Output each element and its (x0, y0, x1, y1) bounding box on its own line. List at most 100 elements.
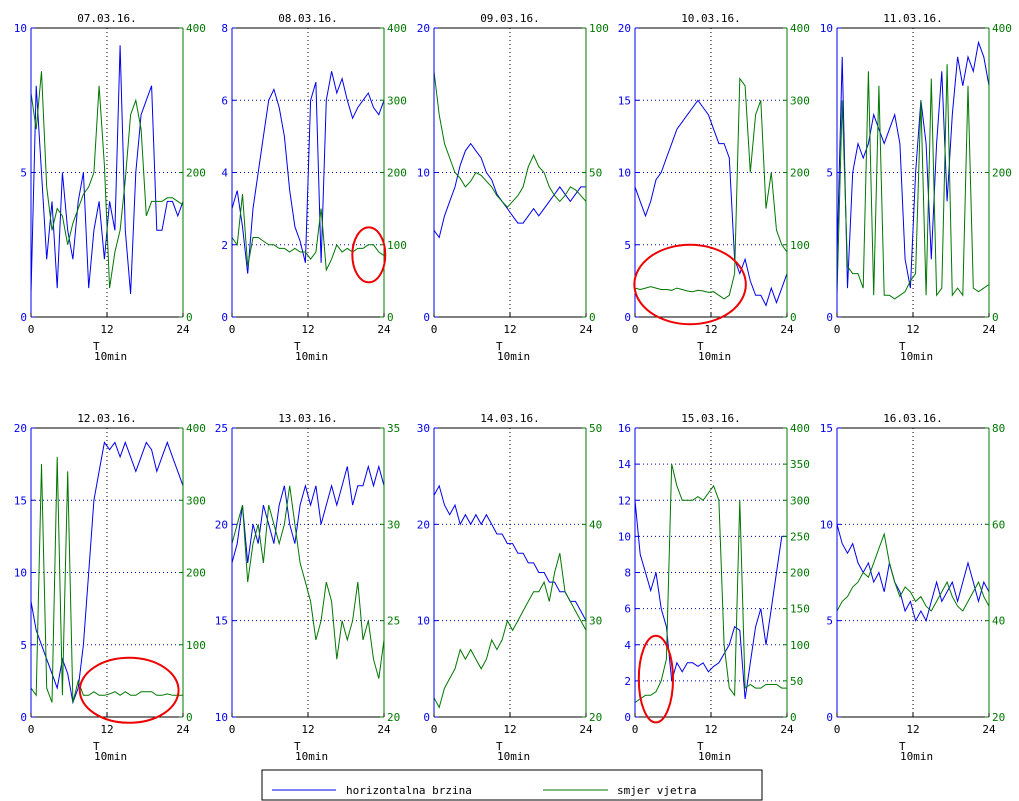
left-tick-label: 0 (423, 311, 430, 324)
series-line-direction (30, 71, 184, 289)
right-tick-label: 200 (186, 567, 206, 580)
chart-title: 07.03.16. (77, 12, 137, 25)
right-tick-label: 35 (387, 422, 400, 435)
series-line-speed (836, 524, 990, 623)
right-tick-label: 300 (387, 94, 407, 107)
right-tick-label: 100 (387, 239, 407, 252)
left-tick-label: 15 (215, 615, 228, 628)
series-line-direction (231, 485, 385, 679)
left-tick-label: 20 (618, 22, 631, 35)
right-tick-label: 250 (790, 530, 810, 543)
right-tick-label: 400 (186, 422, 206, 435)
x-axis-label: T (294, 740, 301, 753)
x-tick-label: 12 (503, 723, 516, 736)
legend-box (261, 769, 763, 801)
left-tick-label: 2 (624, 675, 631, 688)
right-tick-label: 0 (387, 311, 394, 324)
x-tick-label: 24 (982, 723, 996, 736)
left-tick-label: 16 (618, 422, 631, 435)
chart-title: 12.03.16. (77, 412, 137, 425)
x-tick-label: 24 (176, 323, 190, 336)
x-axis-label: T (93, 340, 100, 353)
chart-title: 11.03.16. (883, 12, 943, 25)
right-tick-label: 200 (790, 167, 810, 180)
right-tick-label: 100 (186, 639, 206, 652)
x-axis-label: T (899, 740, 906, 753)
highlight-ellipse (351, 226, 387, 284)
x-axis-label: T (697, 340, 704, 353)
left-tick-label: 8 (624, 567, 631, 580)
chart-title: 09.03.16. (480, 12, 540, 25)
series-line-speed (30, 440, 184, 705)
x-tick-label: 24 (579, 723, 593, 736)
x-tick-label: 12 (503, 323, 516, 336)
x-tick-label: 12 (704, 323, 717, 336)
chart-panel: 15.03.16.0246810121416050100150200250300… (618, 412, 810, 763)
right-tick-label: 0 (186, 711, 193, 724)
x-tick-label: 0 (632, 323, 639, 336)
x-tick-label: 12 (100, 323, 113, 336)
series-line-direction (634, 463, 787, 703)
left-tick-label: 5 (826, 167, 833, 180)
x-tick-label: 12 (100, 723, 113, 736)
left-tick-label: 5 (826, 615, 833, 628)
highlight-ellipse (78, 656, 180, 724)
right-tick-label: 300 (790, 494, 810, 507)
x-axis-label-subscript: 10min (94, 750, 127, 763)
right-tick-label: 50 (589, 422, 602, 435)
x-axis-label-subscript: 10min (497, 350, 530, 363)
x-axis-label-subscript: 10min (698, 350, 731, 363)
series-line-speed (836, 40, 990, 289)
right-tick-label: 0 (790, 311, 797, 324)
right-tick-label: 50 (589, 167, 602, 180)
chart-title: 15.03.16. (681, 412, 741, 425)
x-axis-label: T (294, 340, 301, 353)
x-axis-label-subscript: 10min (94, 350, 127, 363)
left-tick-label: 20 (215, 518, 228, 531)
left-tick-label: 10 (618, 167, 631, 180)
left-tick-label: 15 (820, 422, 833, 435)
left-tick-label: 8 (221, 22, 228, 35)
x-tick-label: 0 (229, 323, 236, 336)
left-tick-label: 0 (221, 311, 228, 324)
left-tick-label: 0 (624, 311, 631, 324)
x-tick-label: 12 (906, 323, 919, 336)
x-tick-label: 12 (301, 323, 314, 336)
right-tick-label: 200 (387, 167, 407, 180)
right-tick-label: 60 (992, 518, 1005, 531)
x-tick-label: 0 (28, 323, 35, 336)
chart-title: 16.03.16. (883, 412, 943, 425)
x-tick-label: 0 (431, 723, 438, 736)
left-tick-label: 0 (20, 711, 27, 724)
left-tick-label: 4 (624, 639, 631, 652)
right-tick-label: 100 (790, 239, 810, 252)
left-tick-label: 15 (14, 494, 27, 507)
left-tick-label: 0 (826, 711, 833, 724)
highlight-ellipse (637, 634, 675, 724)
right-tick-label: 200 (992, 167, 1012, 180)
left-tick-label: 10 (417, 615, 430, 628)
right-tick-label: 400 (992, 22, 1012, 35)
x-tick-label: 24 (780, 323, 794, 336)
legend-label-direction: smjer vjetra (617, 784, 696, 797)
series-line-speed (231, 464, 385, 564)
right-tick-label: 25 (387, 615, 400, 628)
x-tick-label: 0 (632, 723, 639, 736)
x-tick-label: 24 (579, 323, 593, 336)
left-tick-label: 14 (618, 458, 632, 471)
x-tick-label: 12 (301, 723, 314, 736)
right-tick-label: 400 (186, 22, 206, 35)
right-tick-label: 400 (790, 422, 810, 435)
right-tick-label: 20 (992, 711, 1005, 724)
left-tick-label: 25 (215, 422, 228, 435)
right-tick-label: 30 (589, 615, 602, 628)
left-tick-label: 5 (624, 239, 631, 252)
